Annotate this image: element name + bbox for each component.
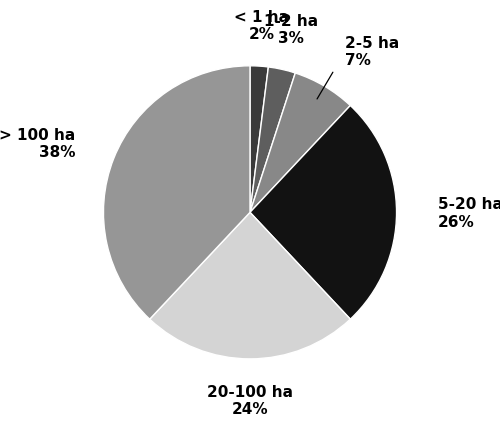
Text: 2-5 ha
7%: 2-5 ha 7% xyxy=(346,36,400,68)
Text: < 1 ha
2%: < 1 ha 2% xyxy=(234,10,290,42)
Text: 5-20 ha
26%: 5-20 ha 26% xyxy=(438,197,500,229)
Text: 20-100 ha
24%: 20-100 ha 24% xyxy=(207,384,293,416)
Text: 1-2 ha
3%: 1-2 ha 3% xyxy=(264,14,318,46)
Wedge shape xyxy=(104,67,250,319)
Wedge shape xyxy=(250,74,350,213)
Wedge shape xyxy=(250,68,296,213)
Wedge shape xyxy=(150,213,350,359)
Wedge shape xyxy=(250,106,396,319)
Text: > 100 ha
38%: > 100 ha 38% xyxy=(0,128,76,160)
Wedge shape xyxy=(250,67,268,213)
